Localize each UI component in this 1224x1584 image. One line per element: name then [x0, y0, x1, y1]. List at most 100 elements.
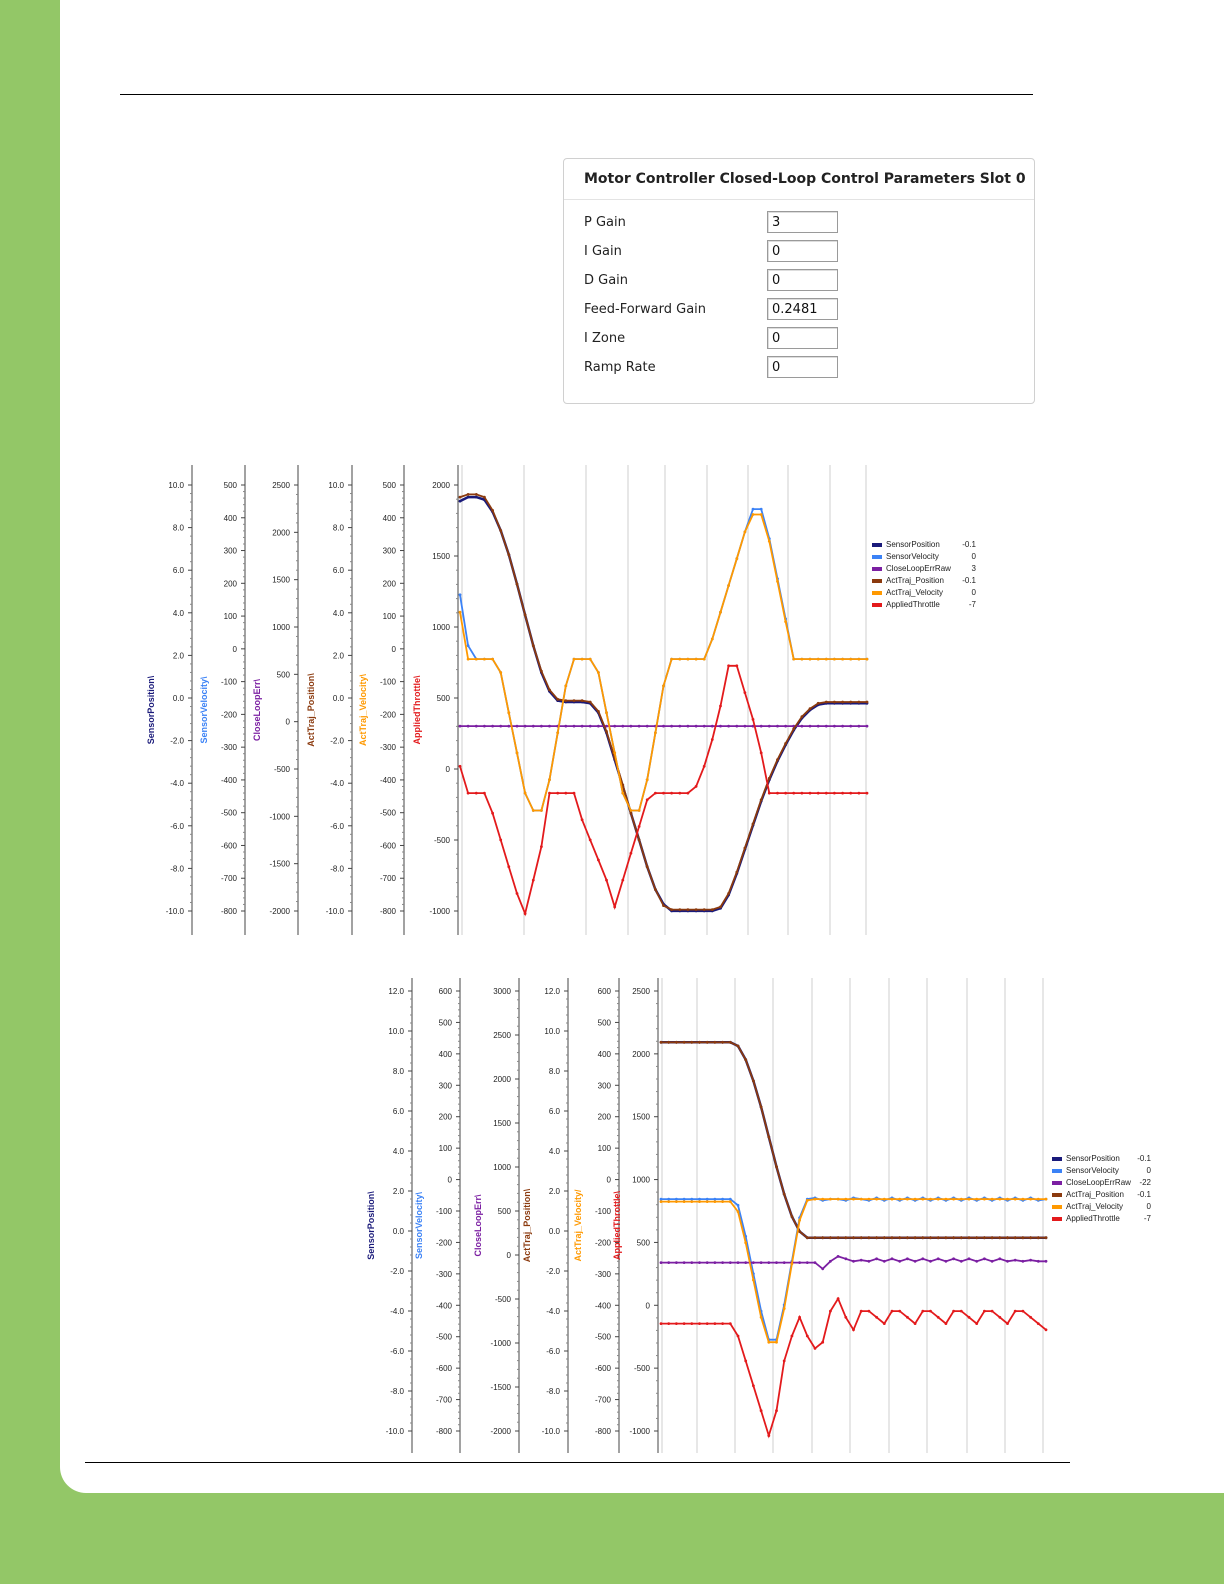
data-point — [913, 1322, 917, 1325]
tick-label: 6.0 — [333, 566, 345, 575]
data-point — [798, 1230, 801, 1233]
data-point — [613, 751, 617, 755]
data-point — [637, 825, 641, 828]
data-point — [890, 1309, 894, 1313]
data-point — [882, 1322, 886, 1325]
data-point — [751, 513, 755, 516]
feed-forward-gain-input[interactable] — [767, 298, 838, 320]
tick-label: 100 — [598, 1144, 612, 1153]
data-point — [1029, 1258, 1032, 1262]
data-point — [743, 530, 747, 534]
p-gain-input[interactable] — [767, 211, 838, 233]
data-point — [580, 818, 584, 822]
tick-label: -2000 — [270, 907, 291, 916]
data-point — [682, 1197, 686, 1201]
data-point — [466, 495, 470, 499]
data-point — [759, 798, 763, 802]
legend-label: SensorPosition — [1066, 1154, 1120, 1163]
tick-label: -1500 — [270, 860, 291, 869]
data-point — [474, 493, 478, 496]
tick-label: 200 — [224, 579, 238, 588]
tick-label: -1000 — [430, 907, 451, 916]
data-point — [682, 1200, 686, 1203]
data-point — [775, 1409, 778, 1413]
tick-label: -1500 — [491, 1383, 512, 1392]
data-point — [767, 776, 771, 780]
data-point — [975, 1322, 979, 1325]
d-gain-input[interactable] — [767, 269, 838, 291]
data-point — [844, 1257, 848, 1261]
i-zone-input[interactable] — [767, 327, 838, 349]
data-point — [1021, 1197, 1025, 1201]
chart-pid-tuning-2: 12.0 10.0 8.0 6.0 4.0 2.0 0.0 -2.0 -4.0 -6.0 -8.0 -… — [366, 978, 1152, 1453]
data-point — [645, 724, 649, 728]
ramp-rate-input[interactable] — [767, 356, 838, 378]
data-point — [841, 724, 844, 728]
data-point — [474, 657, 478, 661]
axis-title: ActTraj_Velocity/ — [573, 1189, 583, 1262]
legend-swatch — [1052, 1217, 1062, 1221]
tick-label: 400 — [224, 514, 238, 523]
data-point — [782, 1307, 786, 1310]
tick-label: -500 — [436, 1333, 453, 1342]
header-rule — [120, 94, 1033, 95]
data-point — [637, 809, 641, 812]
data-point — [710, 908, 714, 911]
data-point — [507, 865, 511, 869]
param-row-d-gain: D Gain — [584, 269, 844, 293]
tick-label: -700 — [221, 874, 238, 883]
data-point — [852, 1236, 855, 1240]
legend-label: ActTraj_Position — [1066, 1190, 1124, 1199]
data-point — [890, 1236, 894, 1240]
tick-label: 0 — [233, 645, 238, 654]
data-point — [690, 1040, 694, 1044]
data-point — [836, 1297, 840, 1301]
data-point — [659, 1322, 663, 1325]
tick-label: 2500 — [272, 481, 290, 490]
tick-label: 8.0 — [393, 1067, 405, 1076]
data-point — [767, 1340, 771, 1344]
tick-label: -4.0 — [546, 1307, 560, 1316]
tick-label: 2.0 — [173, 651, 185, 660]
data-point — [844, 1236, 848, 1240]
series-line — [661, 1296, 1047, 1439]
tick-label: 0 — [446, 765, 451, 774]
tick-label: 2000 — [493, 1075, 511, 1084]
i-gain-input[interactable] — [767, 240, 838, 262]
legend-value: 0 — [972, 588, 977, 597]
data-point — [906, 1197, 909, 1201]
data-point — [921, 1197, 925, 1201]
tick-label: 0 — [392, 645, 397, 654]
legend-label: CloseLoopErrRaw — [886, 564, 951, 573]
data-point — [867, 1197, 871, 1201]
tick-label: 1000 — [432, 623, 450, 632]
tick-label: -8.0 — [546, 1387, 560, 1396]
tick-label: -2.0 — [170, 737, 184, 746]
data-point — [759, 1105, 763, 1109]
data-point — [698, 1200, 701, 1203]
data-point — [983, 1257, 986, 1261]
data-point — [805, 1236, 809, 1240]
data-point — [1013, 1309, 1017, 1313]
tick-label: 500 — [437, 694, 451, 703]
data-point — [702, 764, 706, 768]
data-point — [952, 1236, 955, 1240]
tick-label: 400 — [383, 514, 397, 523]
tick-label: 10.0 — [168, 481, 184, 490]
data-point — [670, 908, 673, 911]
data-point — [474, 724, 478, 728]
param-label: D Gain — [584, 273, 629, 288]
data-point — [952, 1197, 955, 1201]
tick-label: -6.0 — [170, 822, 184, 831]
data-point — [844, 1315, 848, 1319]
data-point — [775, 1261, 778, 1264]
data-point — [906, 1236, 909, 1240]
tick-label: -6.0 — [546, 1347, 560, 1356]
data-point — [667, 1200, 671, 1203]
data-point — [929, 1259, 932, 1263]
data-point — [694, 785, 698, 788]
legend-value: -7 — [969, 600, 977, 609]
data-point — [540, 724, 543, 728]
data-point — [852, 1328, 855, 1332]
data-point — [662, 904, 665, 907]
